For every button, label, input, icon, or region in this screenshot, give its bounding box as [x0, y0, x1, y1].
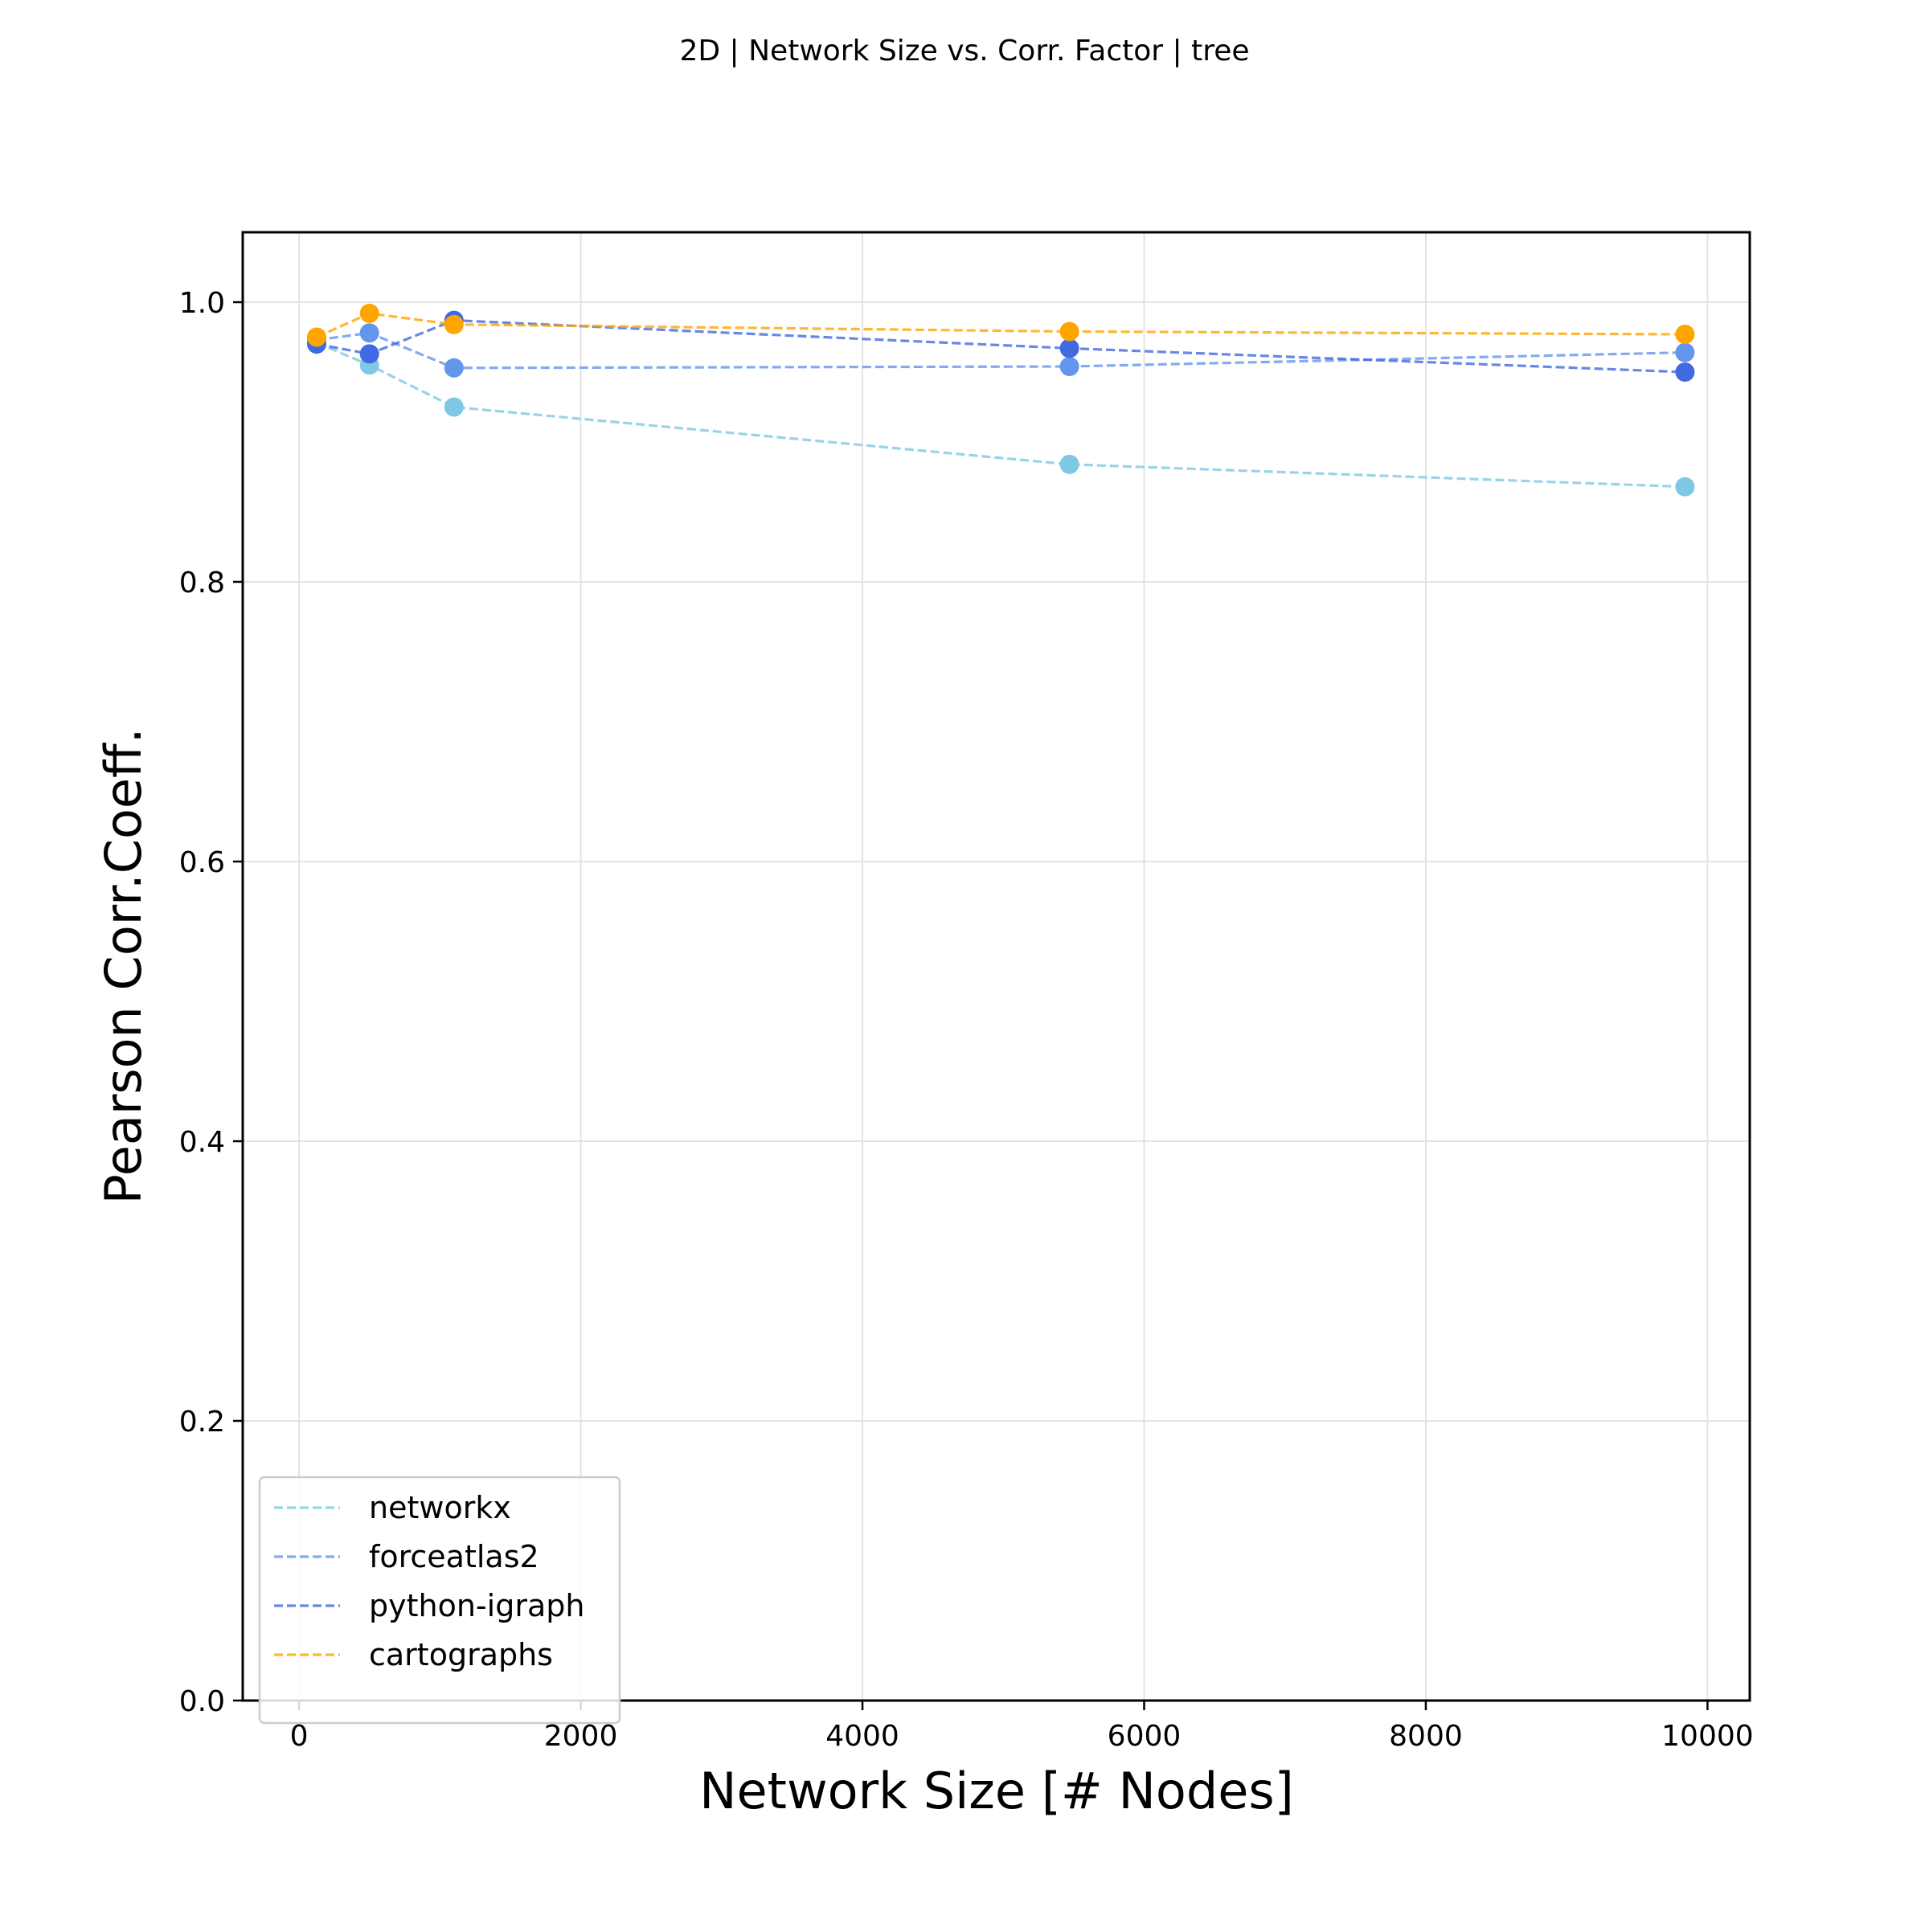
legend-box — [258, 1476, 621, 1725]
data-point — [1059, 454, 1079, 474]
data-point — [444, 314, 464, 334]
x-axis-label: Network Size [# Nodes] — [699, 1762, 1294, 1820]
x-tick-label: 8000 — [1389, 1720, 1463, 1753]
y-tick-label: 0.6 — [179, 846, 225, 879]
data-point — [1675, 325, 1695, 345]
series-line — [316, 331, 1685, 370]
y-tick-label: 0.2 — [179, 1406, 225, 1439]
data-point — [1675, 362, 1695, 382]
y-axis-label: Pearson Corr.Coeff. — [94, 728, 153, 1205]
x-tick-label: 0 — [290, 1720, 309, 1753]
x-tick-label: 4000 — [825, 1720, 899, 1753]
series-cartographs — [306, 303, 1695, 347]
y-tick-label: 1.0 — [179, 287, 225, 320]
x-tick-label: 6000 — [1108, 1720, 1182, 1753]
data-point — [444, 358, 464, 378]
series-python-igraph — [306, 310, 1695, 382]
data-point — [306, 327, 326, 347]
grid — [243, 232, 1750, 1701]
data-point — [359, 323, 379, 343]
data-point — [1675, 477, 1695, 497]
legend-label: networkx — [369, 1490, 511, 1525]
data-point — [444, 397, 464, 417]
data-point — [359, 303, 379, 323]
series-layer — [306, 303, 1695, 497]
data-point — [1675, 342, 1695, 362]
ticks: 0 2000 4000 6000 8000 10000 0.0 0.2 0.4 0.6 0.8 1.0 — [179, 287, 1754, 1753]
x-tick-label: 10000 — [1661, 1720, 1754, 1753]
y-tick-label: 0.4 — [179, 1126, 225, 1159]
y-tick-label: 0.0 — [179, 1685, 225, 1718]
data-point — [359, 344, 379, 364]
y-tick-label: 0.8 — [179, 567, 225, 600]
legend-label: cartographs — [369, 1637, 553, 1672]
plot-frame — [241, 231, 1751, 1702]
series-line — [316, 312, 1685, 338]
data-point — [1059, 357, 1079, 377]
x-tick-label: 2000 — [544, 1720, 618, 1753]
data-point — [1059, 338, 1079, 358]
chart-title: 2D | Network Size vs. Corr. Factor | tre… — [679, 35, 1249, 68]
legend-label: forceatlas2 — [369, 1539, 539, 1574]
legend: networkx forceatlas2 python-igraph cartogra… — [258, 1476, 621, 1725]
series-line — [316, 318, 1685, 374]
data-point — [1059, 321, 1079, 342]
legend-label: python-igraph — [369, 1588, 584, 1623]
